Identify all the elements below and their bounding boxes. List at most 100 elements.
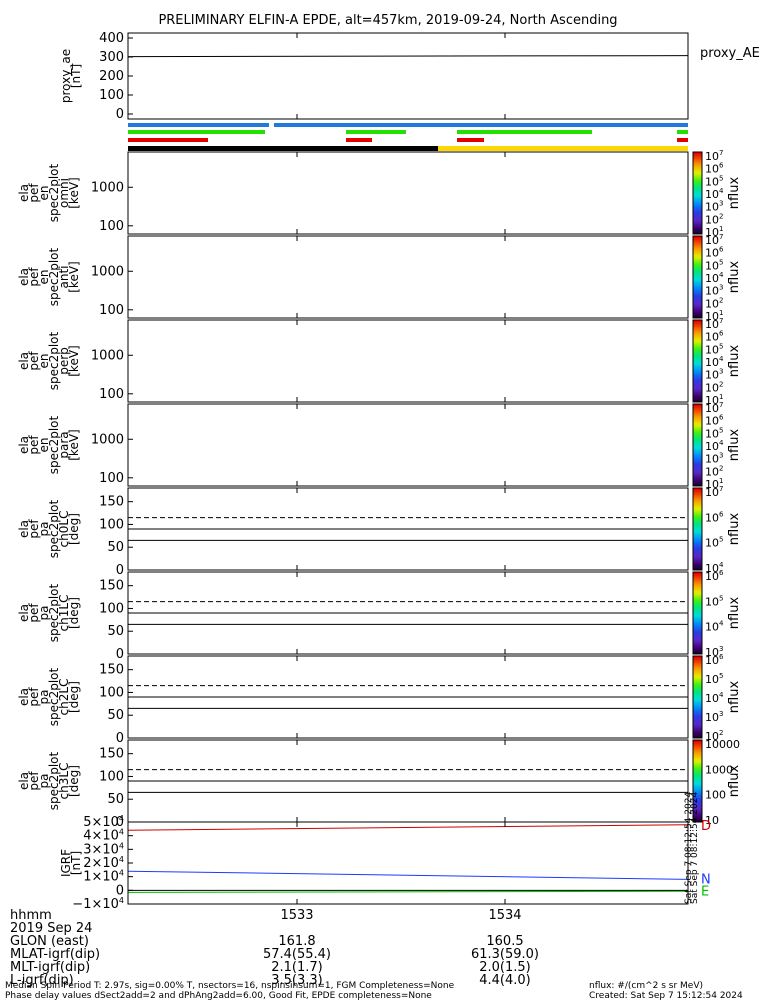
colorbar-tick-spec_anti-2: 105 <box>705 258 723 272</box>
ytick-proxy_ae-1: 300 <box>99 50 124 65</box>
colorbar-segment <box>693 694 702 698</box>
colorbar-segment <box>693 740 702 743</box>
colorbar-segment <box>693 549 702 553</box>
ylabel-pa_ch2-3: spec2plot <box>47 667 61 726</box>
frame-proxy_ae <box>127 32 689 120</box>
colorbar-segment <box>693 789 702 792</box>
ytick-igrf-2: 3×104 <box>83 841 124 857</box>
colorbar-segment <box>693 598 702 602</box>
colorbar-segment <box>693 459 702 462</box>
ylabel-spec_anti-1: pef <box>27 267 41 287</box>
colorbar-segment <box>693 391 702 395</box>
ytick-spec_perp-1: 100 <box>99 387 124 402</box>
colorbar-segment <box>693 561 702 565</box>
colorbar-tick-pa_ch3-1: 1000 <box>705 763 733 776</box>
colorbar-segment <box>693 283 702 286</box>
colorbar-segment <box>693 365 702 368</box>
colorbar-segment <box>693 160 702 163</box>
colorbar-segment <box>693 338 702 341</box>
colorbar-segment <box>693 574 702 577</box>
colorbar-segment <box>693 678 702 682</box>
colorbar-segment <box>693 567 702 571</box>
colorbar-segment <box>693 463 702 466</box>
colorbar-segment <box>693 414 702 417</box>
colorbar-segment <box>693 334 702 337</box>
colorbar-segment <box>693 692 702 696</box>
colorbar-segment <box>693 721 702 725</box>
colorbar-segment <box>693 453 702 456</box>
colorbar-segment <box>693 336 702 339</box>
bar-blue-1 <box>128 123 269 127</box>
colorbar-tick-pa_ch0-2: 105 <box>705 536 723 550</box>
colorbar-segment <box>693 697 702 700</box>
colorbar-segment <box>693 510 702 514</box>
colorbar-segment <box>693 188 702 192</box>
ylabel-spec_omni-5: [keV] <box>67 177 81 208</box>
colorbar-tick-spec_omni-1: 106 <box>705 162 724 176</box>
colorbar-segment <box>693 811 702 815</box>
colorbar-segment <box>693 529 702 532</box>
colorbar-segment <box>693 207 702 210</box>
colorbar-segment <box>693 778 702 782</box>
colorbar-label-spec_para: nflux <box>727 429 742 462</box>
ylabel-spec_para-5: [keV] <box>67 429 81 460</box>
colorbar-segment <box>693 244 702 247</box>
colorbar-segment <box>693 610 702 614</box>
colorbar-segment <box>693 332 702 335</box>
x-axis-annotations: hhmm 2019 Sep 24 GLON (east) MLAT-igrf(d… <box>10 908 539 988</box>
colorbar-segment <box>693 604 702 608</box>
colorbar-tick-pa_ch2-0: 106 <box>705 653 724 667</box>
colorbar-segment <box>693 483 702 487</box>
colorbar-segment <box>693 668 702 671</box>
series-proxy_AE <box>127 55 689 58</box>
ylabel-pa_ch3-4: ch3LC <box>57 763 71 800</box>
ytick-pa_ch2-2: 50 <box>107 708 124 723</box>
colorbar-segment <box>693 770 702 774</box>
colorbar-segment <box>693 469 702 473</box>
colorbar-segment <box>693 350 702 354</box>
ytick-igrf-6: −1×104 <box>72 896 124 912</box>
ylabel-pa_ch2-1: pef <box>27 687 41 707</box>
colorbar-segment <box>693 641 702 645</box>
bar-green-3 <box>457 130 592 134</box>
colorbar-segment <box>693 772 702 776</box>
colorbar-tick-pa_ch1-1: 105 <box>705 594 723 608</box>
colorbar-tick-pa_ch1-3: 103 <box>705 645 723 659</box>
colorbar-segment <box>693 617 702 620</box>
ylabel-spec_para-2: en <box>37 438 51 453</box>
colorbar-segment <box>693 707 702 710</box>
colorbar-segment <box>693 320 702 323</box>
colorbar-segment <box>693 387 702 391</box>
colorbar-segment <box>693 293 702 296</box>
colorbar-segment <box>693 301 702 305</box>
colorbar-segment <box>693 524 702 528</box>
colorbar-segment <box>693 621 702 624</box>
ytick-pa_ch1-1: 100 <box>99 601 124 616</box>
ytick-pa_ch2-1: 100 <box>99 685 124 700</box>
colorbar-segment <box>693 258 702 262</box>
bar-yellow <box>438 146 688 151</box>
colorbar-tick-spec_para-1: 106 <box>705 414 724 428</box>
colorbar-segment <box>693 217 702 221</box>
l-1533: 3.5(3.3) <box>271 973 323 988</box>
colorbar-segment <box>693 363 702 366</box>
ylabel-pa_ch0-1: pef <box>27 519 41 539</box>
colorbar-segment <box>693 545 702 548</box>
colorbar-segment <box>693 625 702 628</box>
colorbar-segment <box>693 156 702 159</box>
ylabel-spec_anti-0: ela <box>17 268 31 286</box>
colorbar-segment <box>693 559 702 563</box>
colorbar-segment <box>693 426 702 430</box>
colorbar-segment <box>693 170 702 173</box>
xrow-label-mlat: MLAT-igrf(dip) <box>10 947 100 962</box>
xrow-label-mlt: MLT-igrf(dip) <box>10 960 90 975</box>
colorbar-segment <box>693 711 702 714</box>
ylabel-spec_perp-5: [keV] <box>67 345 81 376</box>
colorbar-tick-pa_ch0-0: 107 <box>705 485 723 499</box>
colorbar-segment <box>693 506 702 509</box>
frame-pa_ch1 <box>127 571 689 655</box>
ylabel-pa_ch0-5: [deg] <box>67 513 81 545</box>
